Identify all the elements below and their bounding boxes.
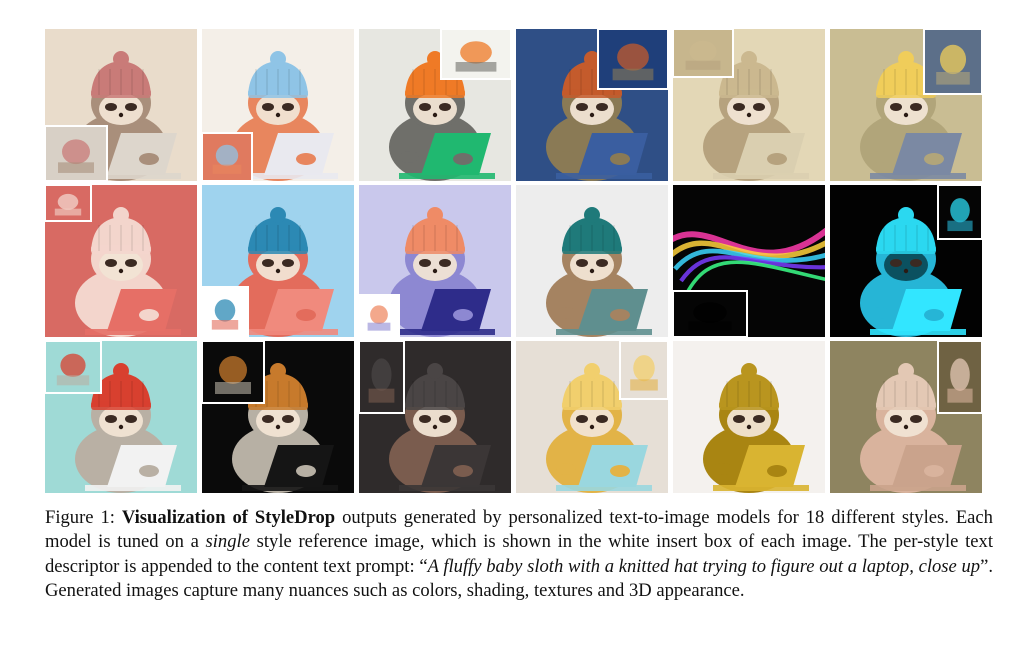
style-reference-insert (359, 294, 400, 337)
style-reference-insert (202, 286, 249, 337)
style-panel (202, 185, 354, 337)
style-reference-insert (202, 341, 265, 404)
style-reference-insert (619, 341, 668, 400)
sloth-illustration (673, 341, 825, 493)
sloth-illustration (830, 29, 982, 181)
sloth-illustration (202, 29, 354, 181)
style-panel (673, 29, 825, 181)
style-reference-insert (673, 290, 748, 337)
sloth-illustration (830, 341, 982, 493)
style-reference-insert (597, 29, 668, 90)
figure-caption: Figure 1: Visualization of StyleDrop out… (45, 506, 993, 604)
image-grid (45, 29, 982, 493)
figure-title: Visualization of StyleDrop (121, 507, 336, 528)
style-panel (673, 341, 825, 493)
style-reference-insert (923, 29, 982, 95)
style-panel (202, 341, 354, 493)
caption-text-2: style reference image, which is shown in… (45, 531, 993, 577)
style-reference-insert (45, 185, 92, 222)
sloth-illustration (202, 341, 354, 493)
sloth-illustration (45, 29, 197, 181)
sloth-illustration (359, 341, 511, 493)
sloth-illustration (359, 29, 511, 181)
figure-label: Figure 1: (45, 507, 115, 528)
style-panel (673, 185, 825, 337)
style-reference-insert (202, 132, 253, 181)
style-reference-insert (45, 341, 102, 394)
sloth-illustration (516, 185, 668, 337)
sloth-illustration (359, 185, 511, 337)
style-panel (359, 341, 511, 493)
style-reference-insert (673, 29, 734, 78)
sloth-illustration (45, 341, 197, 493)
caption-text-3: ”. Generated images capture many nuances… (45, 555, 993, 602)
sloth-illustration (673, 185, 825, 337)
style-reference-insert (937, 341, 982, 414)
style-reference-insert (45, 125, 108, 181)
sloth-illustration (516, 29, 668, 181)
style-panel (202, 29, 354, 181)
style-reference-insert (440, 29, 511, 80)
style-panel (516, 29, 668, 181)
style-panel (516, 341, 668, 493)
style-panel (45, 185, 197, 337)
style-reference-insert (359, 341, 405, 414)
caption-text-1: outputs generated by personalized text-t… (45, 507, 993, 553)
style-panel (830, 185, 982, 337)
style-panel (45, 29, 197, 181)
style-panel (359, 185, 511, 337)
style-panel (359, 29, 511, 181)
sloth-illustration (516, 341, 668, 493)
caption-prompt: A fluffy baby sloth with a knitted hat t… (427, 555, 981, 577)
style-panel (830, 341, 982, 493)
style-reference-insert (937, 185, 982, 240)
style-panel (516, 185, 668, 337)
style-panel (830, 29, 982, 181)
caption-emphasis: single (205, 531, 250, 553)
style-panel (45, 341, 197, 493)
